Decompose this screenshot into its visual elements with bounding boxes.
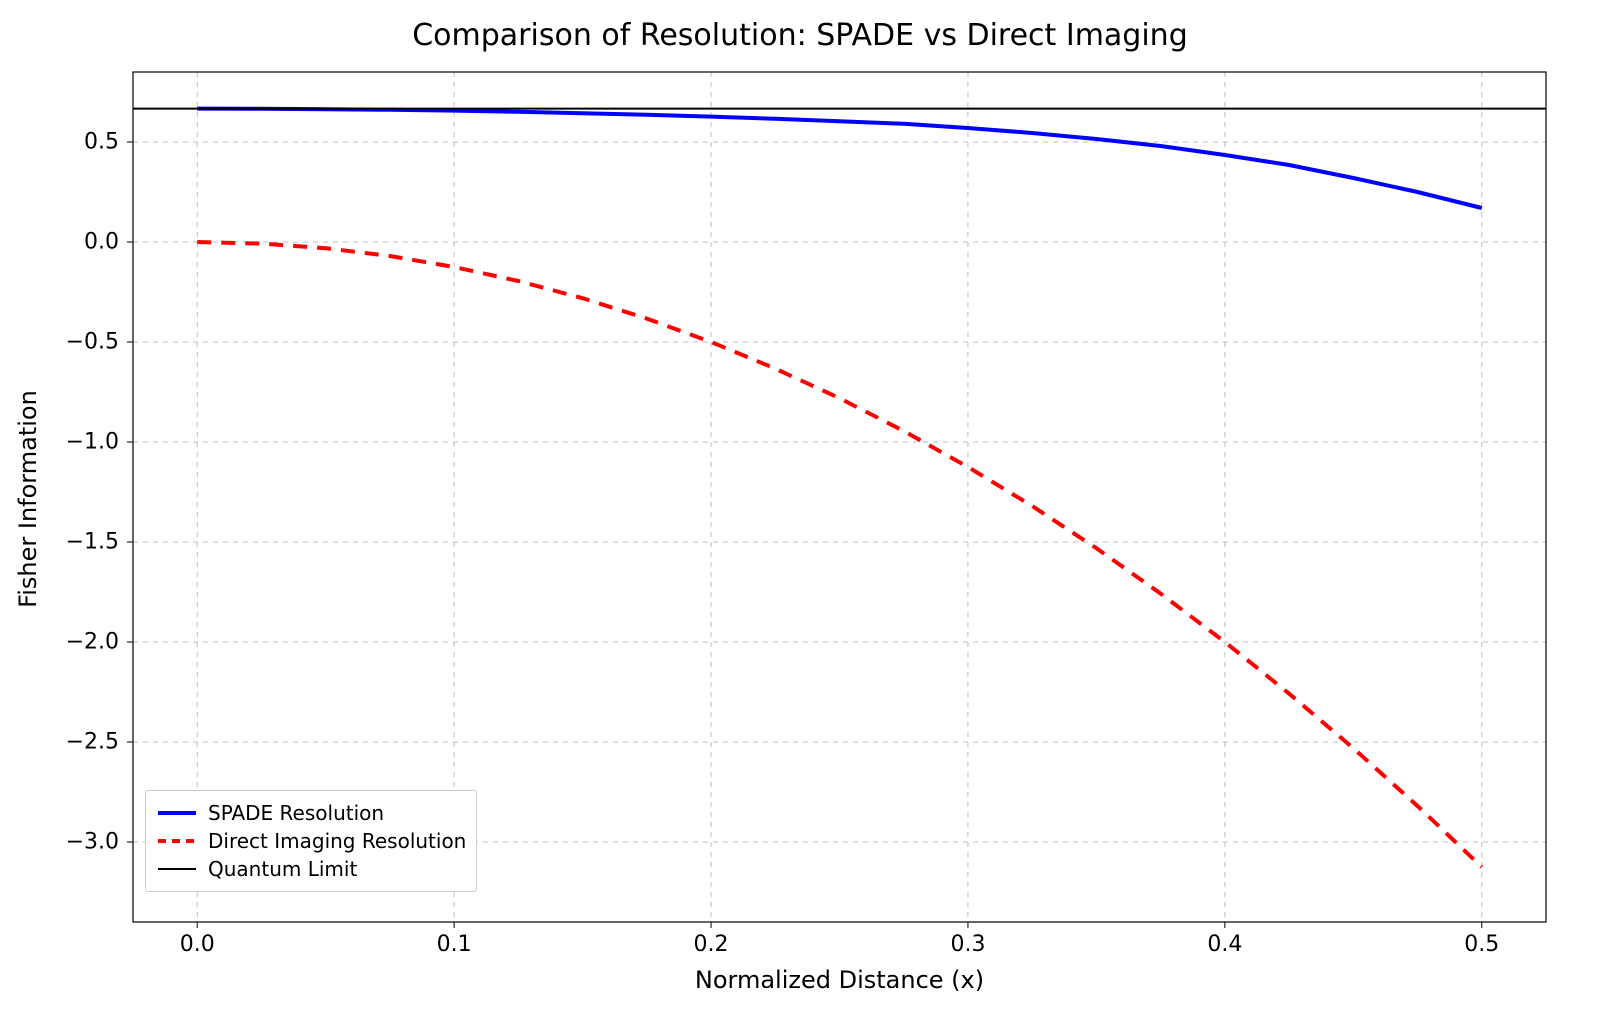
chart-container: Comparison of Resolution: SPADE vs Direc… bbox=[0, 0, 1600, 1021]
legend-item: Quantum Limit bbox=[156, 855, 466, 883]
y-tick-label: 0.5 bbox=[59, 130, 119, 155]
x-tick-label: 0.5 bbox=[1464, 932, 1499, 957]
legend-swatch bbox=[156, 861, 198, 877]
x-axis-label: Normalized Distance (x) bbox=[133, 966, 1546, 994]
y-tick-label: −2.5 bbox=[59, 730, 119, 755]
y-axis-label: Fisher Information bbox=[14, 74, 42, 924]
y-tick-label: −1.0 bbox=[59, 430, 119, 455]
legend-item: Direct Imaging Resolution bbox=[156, 827, 466, 855]
series-spade-resolution bbox=[197, 109, 1482, 208]
x-tick-label: 0.3 bbox=[950, 932, 985, 957]
legend-item: SPADE Resolution bbox=[156, 799, 466, 827]
x-tick-label: 0.0 bbox=[180, 932, 215, 957]
chart-title: Comparison of Resolution: SPADE vs Direc… bbox=[0, 18, 1600, 53]
x-tick-label: 0.1 bbox=[437, 932, 472, 957]
y-tick-label: 0.0 bbox=[59, 230, 119, 255]
legend-swatch bbox=[156, 805, 198, 821]
legend-label: SPADE Resolution bbox=[208, 801, 384, 825]
legend-label: Quantum Limit bbox=[208, 857, 357, 881]
y-tick-label: −2.0 bbox=[59, 630, 119, 655]
x-tick-label: 0.2 bbox=[694, 932, 729, 957]
y-tick-label: −0.5 bbox=[59, 330, 119, 355]
legend-label: Direct Imaging Resolution bbox=[208, 829, 466, 853]
legend: SPADE Resolution Direct Imaging Resolutio… bbox=[145, 790, 477, 892]
series-direct-imaging-resolution bbox=[197, 242, 1482, 867]
y-tick-label: −3.0 bbox=[59, 830, 119, 855]
x-tick-label: 0.4 bbox=[1207, 932, 1242, 957]
y-tick-label: −1.5 bbox=[59, 530, 119, 555]
legend-swatch bbox=[156, 833, 198, 849]
